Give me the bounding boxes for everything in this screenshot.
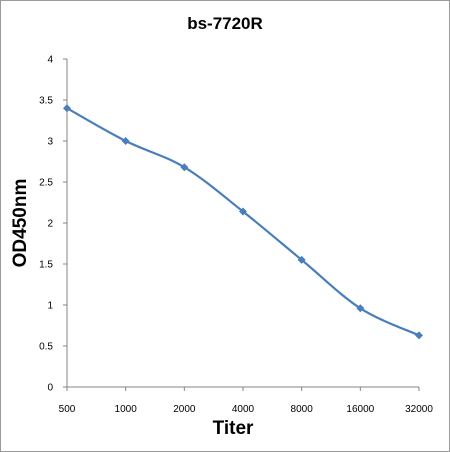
y-tick-label: 4 [47,55,53,66]
y-tick-label: 1.5 [39,260,53,271]
x-tick-label: 1000 [115,404,138,415]
x-tick-label: 2000 [173,404,196,415]
x-tick-labels: 500 1000 2000 4000 8000 16000 32000 [59,387,433,415]
y-tick-label: 3.5 [39,96,53,107]
y-tick-label: 0.5 [39,342,53,353]
x-tick-label: 8000 [291,404,314,415]
y-tick-label: 0 [47,383,53,394]
x-tick-label: 32000 [405,404,433,415]
data-point [239,207,247,216]
y-tick-label: 1 [47,301,53,312]
chart-title: bs-7720R [187,14,263,33]
data-point [415,331,423,340]
data-point [180,163,189,172]
x-tick-label: 4000 [232,404,255,415]
x-tick-label: 16000 [346,404,374,415]
data-point [356,304,365,313]
y-tick-label: 2.5 [39,178,53,189]
y-tick-label: 3 [47,137,53,148]
y-tick-label: 2 [47,219,53,230]
series-group [63,104,423,340]
axes [66,59,419,388]
data-point [121,137,130,145]
series-line [66,107,420,337]
y-axis-title: OD450nm [10,179,31,268]
x-axis-title: Titer [213,418,254,439]
y-tick-labels: 0 0.5 1 1.5 2 2.5 3 3.5 4 [39,55,67,394]
data-point [297,255,306,264]
x-tick-label: 500 [59,404,76,415]
data-point [63,104,71,113]
